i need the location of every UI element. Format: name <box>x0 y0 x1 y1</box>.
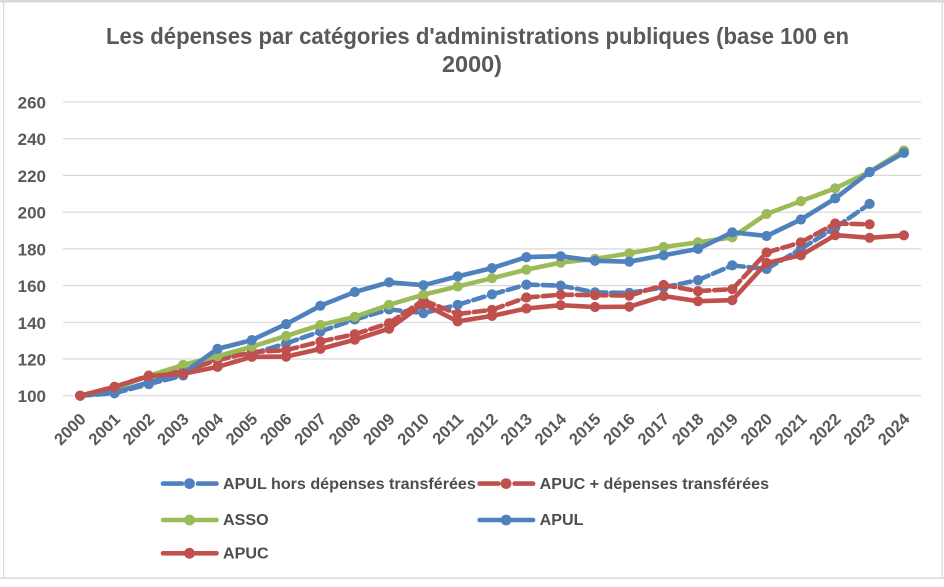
svg-text:220: 220 <box>18 167 46 186</box>
svg-text:240: 240 <box>18 130 46 149</box>
svg-text:APUL: APUL <box>540 511 584 529</box>
svg-text:120: 120 <box>18 351 46 370</box>
svg-text:2000): 2000) <box>442 51 502 77</box>
svg-text:140: 140 <box>18 314 46 333</box>
svg-text:260: 260 <box>18 94 46 113</box>
svg-text:160: 160 <box>18 277 46 296</box>
svg-text:ASSO: ASSO <box>223 511 269 529</box>
svg-text:APUC + dépenses transférées: APUC + dépenses transférées <box>540 475 769 493</box>
svg-text:200: 200 <box>18 204 46 223</box>
svg-text:APUL hors dépenses transférées: APUL hors dépenses transférées <box>223 475 476 493</box>
svg-text:APUC: APUC <box>223 545 269 563</box>
svg-text:100: 100 <box>18 387 46 406</box>
svg-text:Les dépenses par catégories d': Les dépenses par catégories d'administra… <box>106 23 849 49</box>
svg-text:180: 180 <box>18 240 46 259</box>
